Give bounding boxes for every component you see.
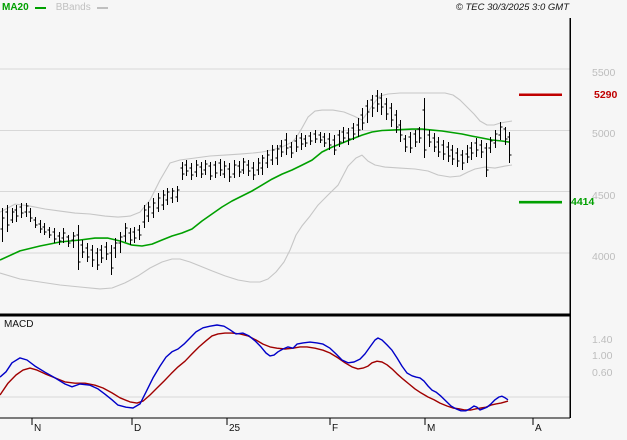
macd-axis-label-0.60: 0.60 (592, 366, 613, 379)
chart-legend: MA20 BBands (2, 2, 114, 13)
candlestick-open-close-ticks (0, 95, 512, 269)
legend-bbands-dash-icon (96, 6, 108, 9)
price-axis-label-4000: 4000 (592, 250, 616, 263)
candlestick-bars (1, 90, 511, 276)
x-axis-label-F: F (332, 423, 339, 434)
x-axis-label-M: M (427, 423, 436, 434)
bollinger-lower-band (0, 154, 513, 290)
x-axis-label-25: 25 (229, 423, 241, 434)
price-axis-label-4500: 4500 (592, 189, 616, 202)
bollinger-upper-band (0, 92, 513, 218)
legend-bbands-label: BBands (55, 2, 91, 13)
resistance-level-label: 5290 (594, 88, 618, 101)
price-axis-label-5500: 5500 (592, 67, 616, 79)
legend-ma20-dash-icon (34, 6, 46, 9)
support-level-label: 4414 (571, 196, 595, 209)
x-axis-label-D: D (134, 423, 142, 434)
macd-axis-label-1.00: 1.00 (592, 350, 613, 363)
macd-line (0, 324, 509, 412)
macd-signal-line (0, 332, 509, 411)
legend-ma20-label: MA20 (2, 2, 29, 13)
x-axis-label-A: A (535, 423, 542, 434)
macd-axis-label-1.40: 1.40 (592, 334, 613, 347)
x-axis-label-N: N (34, 423, 42, 434)
ma20-line (0, 128, 510, 261)
macd-panel-title: MACD (4, 319, 34, 330)
price-axis-label-5000: 5000 (592, 128, 616, 141)
copyright-text: © TEC 30/3/2025 3:0 GMT (455, 2, 569, 13)
